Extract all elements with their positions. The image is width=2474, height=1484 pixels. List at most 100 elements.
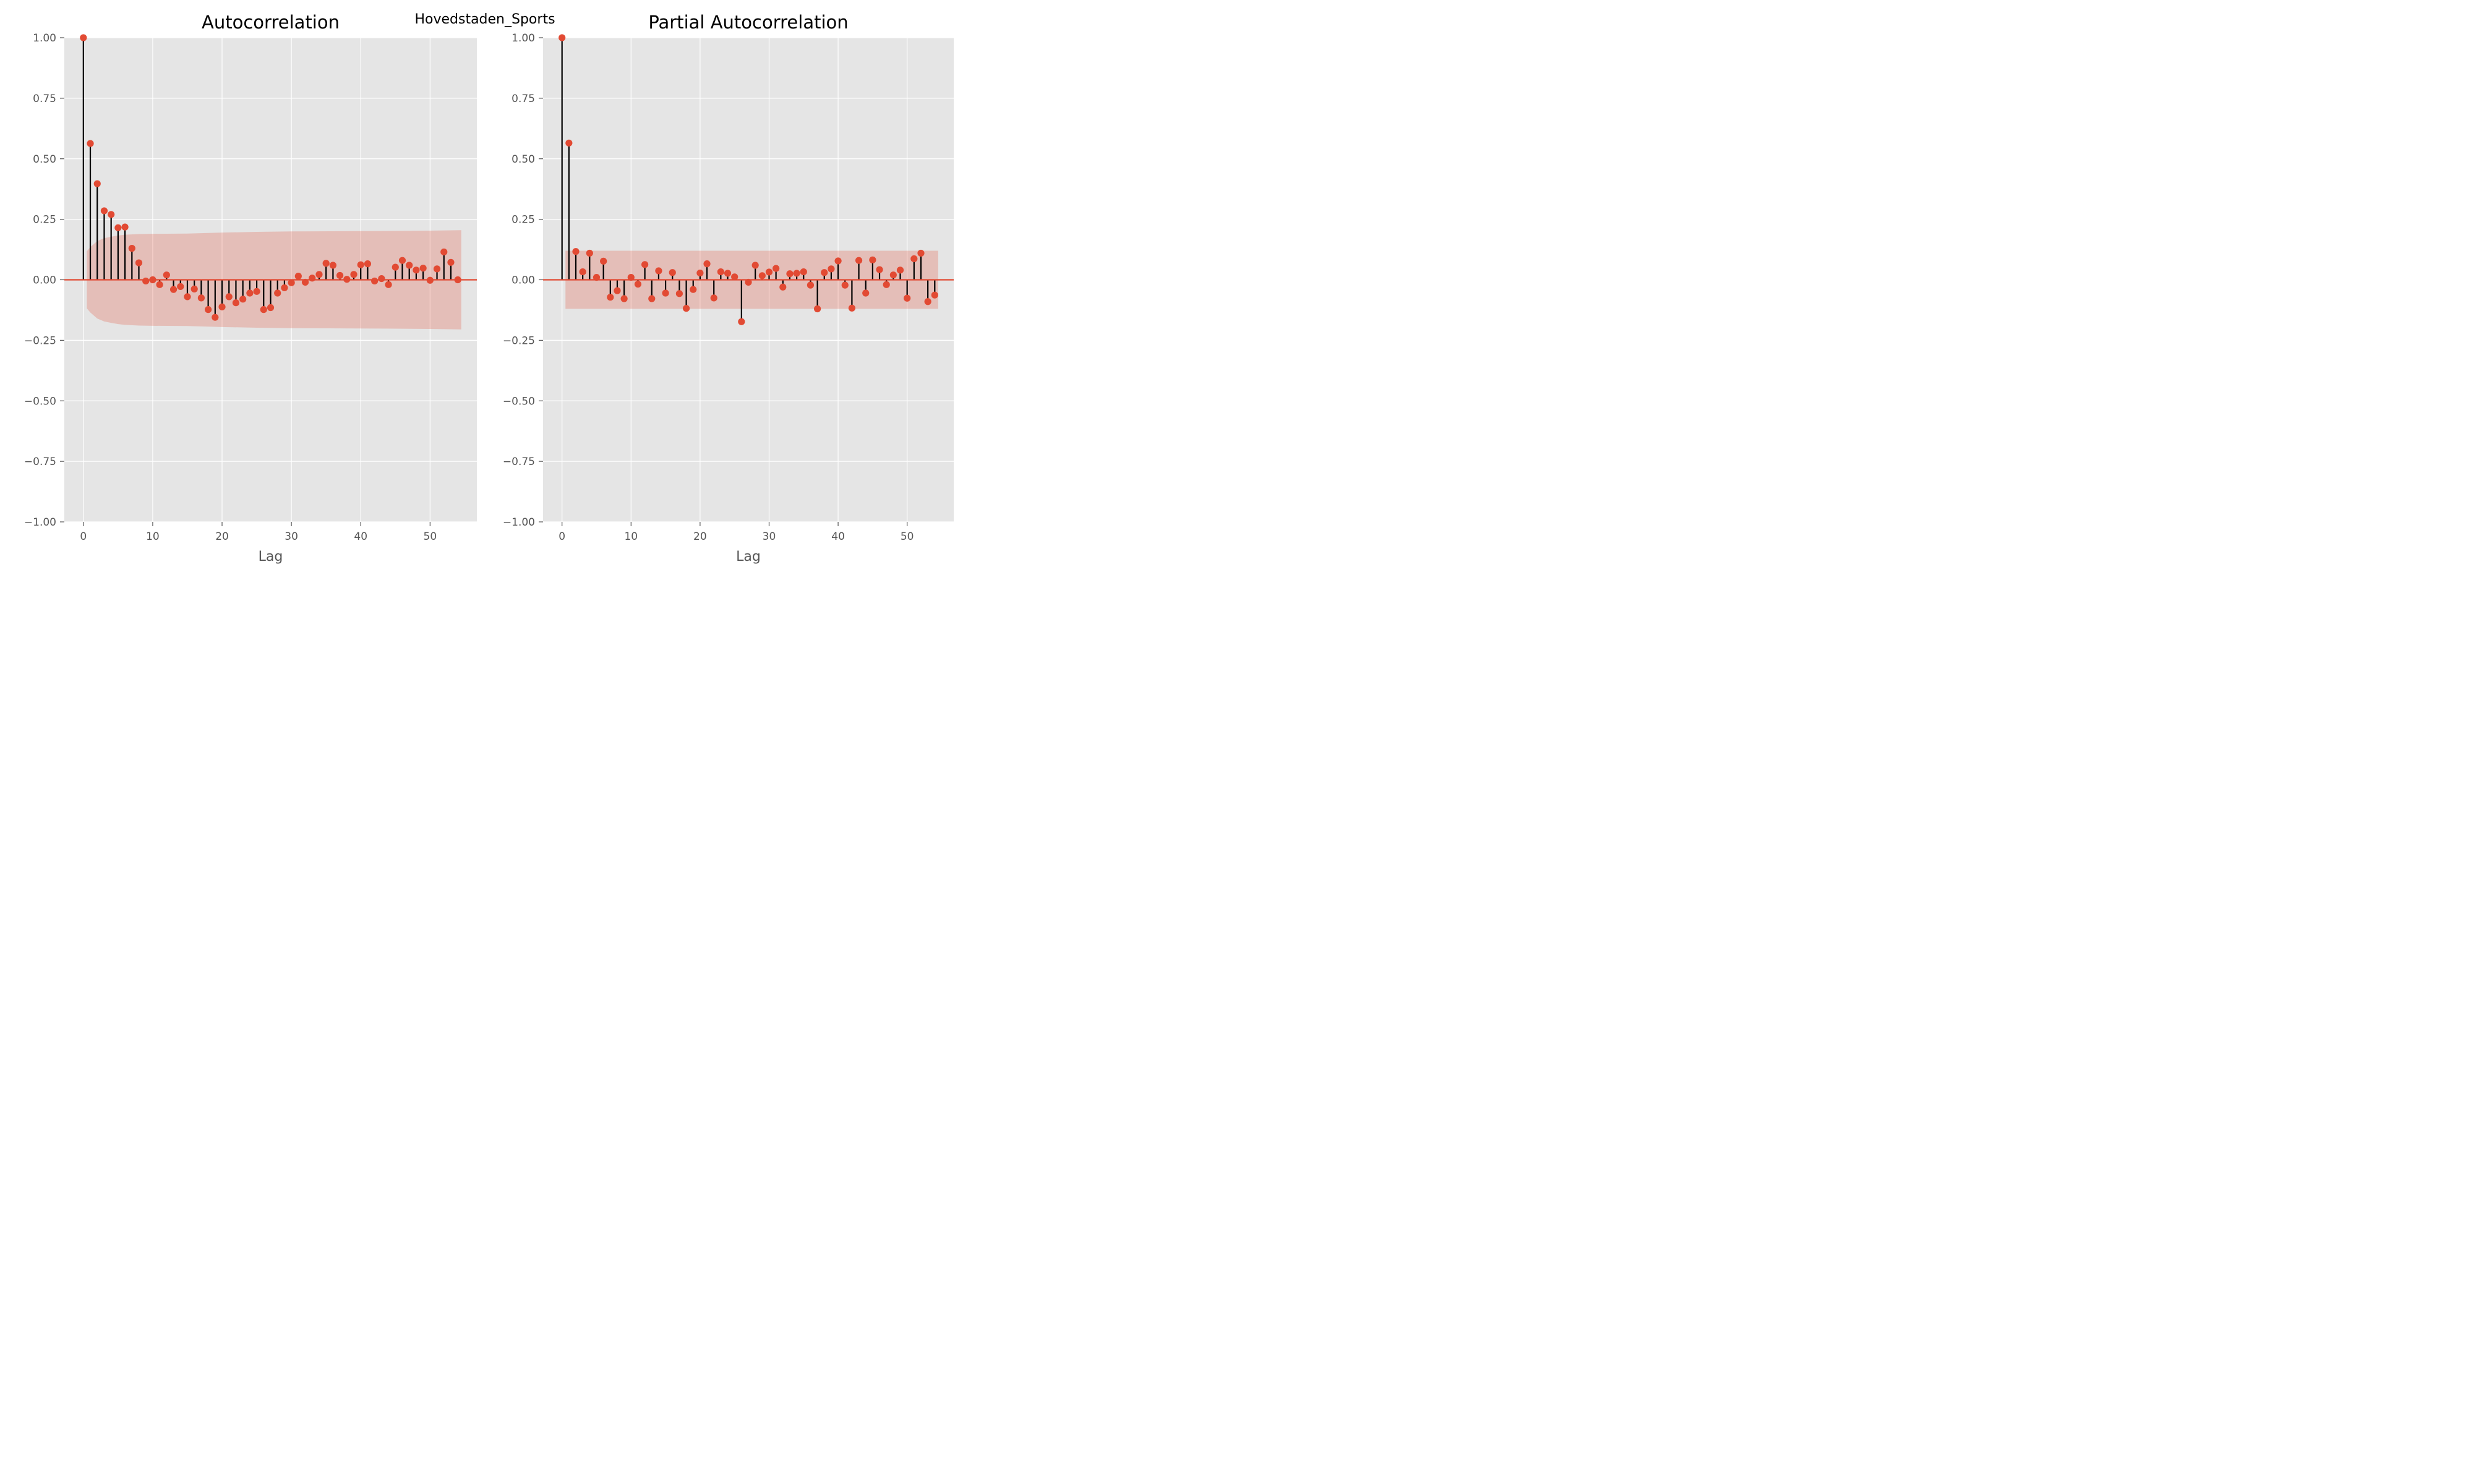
pacf-y-tick-label: 0.50: [511, 153, 535, 166]
acf-point: [87, 140, 94, 147]
pacf-panel: −1.00 −0.75 −0.50 −0.25 0.00 0.25 0.50 0.75 1.00…: [503, 12, 954, 565]
pacf-point: [710, 294, 717, 302]
pacf-point: [655, 267, 662, 275]
acf-point: [364, 260, 372, 268]
pacf-point: [745, 278, 752, 286]
acf-point: [149, 276, 156, 284]
acf-point: [357, 261, 364, 268]
acf-x-tick-label: 40: [354, 531, 367, 543]
pacf-point: [896, 267, 904, 274]
acf-point: [212, 313, 219, 321]
acf-point: [246, 289, 254, 297]
acf-point: [301, 278, 309, 286]
acf-point: [142, 277, 150, 285]
pacf-point: [793, 270, 800, 277]
pacf-y-tick-label: −0.75: [503, 456, 535, 468]
pacf-point: [669, 269, 676, 276]
acf-point: [218, 303, 226, 310]
pacf-point: [910, 255, 918, 263]
acf-point: [190, 285, 198, 292]
acf-point: [371, 277, 379, 285]
pacf-x-axis-label: Lag: [736, 549, 761, 565]
pacf-point: [931, 291, 938, 299]
acf-point: [114, 224, 122, 231]
acf-point: [309, 275, 316, 282]
acf-x-tick-label: 20: [215, 531, 229, 543]
acf-point: [413, 267, 420, 274]
acf-point: [100, 207, 108, 215]
acf-point: [322, 260, 330, 267]
acf-point: [121, 223, 129, 231]
acf-title: Autocorrelation: [202, 12, 340, 33]
pacf-point: [786, 270, 794, 278]
acf-point: [378, 275, 385, 283]
acf-point: [329, 262, 336, 269]
acf-point: [392, 263, 399, 271]
acf-point: [398, 257, 406, 264]
acf-point: [108, 211, 115, 218]
pacf-point: [917, 249, 925, 257]
acf-point: [253, 288, 260, 295]
acf-panel: −1.00 −0.75 −0.50 −0.25 0.00 0.25 0.50 0.75 1.00…: [24, 12, 477, 565]
pacf-y-tick-label: 0.75: [511, 93, 535, 105]
pacf-point: [565, 139, 573, 147]
pacf-point: [690, 286, 697, 293]
pacf-point: [559, 34, 566, 41]
acf-point: [385, 281, 392, 288]
acf-x-tick-label: 50: [424, 531, 437, 543]
acf-point: [128, 245, 135, 252]
pacf-point: [620, 295, 628, 302]
acf-point: [274, 289, 281, 297]
pacf-point: [703, 260, 711, 268]
pacf-x-tick-label: 20: [693, 531, 707, 543]
pacf-point: [751, 262, 759, 269]
pacf-point: [579, 268, 586, 276]
pacf-point: [738, 318, 745, 325]
acf-point: [294, 273, 302, 280]
pacf-x-tick-label: 40: [831, 531, 845, 543]
pacf-point: [862, 289, 870, 297]
acf-point: [184, 293, 191, 301]
pacf-y-tick-label: 1.00: [511, 32, 535, 45]
pacf-point: [614, 287, 621, 294]
pacf-point: [641, 261, 649, 268]
pacf-y-tick-label: −0.25: [503, 335, 535, 347]
acf-y-tick-label: 0.50: [33, 153, 56, 166]
acf-y-tick-label: 0.25: [33, 214, 56, 226]
pacf-y-tick-label: 0.25: [511, 214, 535, 226]
pacf-point: [696, 269, 704, 277]
pacf-point: [675, 290, 683, 297]
pacf-point: [821, 269, 828, 276]
acf-point: [419, 265, 427, 272]
pacf-point: [572, 248, 580, 255]
acf-point: [315, 271, 323, 278]
pacf-point: [773, 265, 780, 272]
acf-point: [156, 281, 163, 288]
acf-point: [433, 265, 441, 273]
pacf-point: [600, 257, 607, 265]
pacf-y-tick-label: 0.00: [511, 275, 535, 287]
acf-point: [260, 306, 267, 313]
acf-point: [343, 276, 351, 283]
pacf-point: [627, 273, 635, 281]
acf-point: [232, 299, 240, 307]
pacf-point: [758, 272, 766, 279]
pacf-point: [634, 280, 642, 288]
pacf-point: [593, 273, 601, 281]
pacf-title: Partial Autocorrelation: [648, 12, 848, 33]
acf-y-tick-label: 0.75: [33, 93, 56, 105]
pacf-y-tick-label: −0.50: [503, 395, 535, 407]
pacf-x-tick-label: 50: [901, 531, 914, 543]
pacf-point: [855, 257, 863, 264]
acf-y-tick-label: 1.00: [33, 32, 56, 45]
acf-point: [239, 296, 247, 303]
acf-point: [447, 258, 455, 266]
acf-point: [267, 304, 275, 312]
pacf-point: [813, 305, 821, 313]
acf-point: [169, 286, 178, 293]
acf-x-tick-label: 0: [80, 531, 87, 543]
acf-point: [288, 279, 295, 286]
acf-point: [426, 276, 434, 284]
pacf-point: [869, 256, 876, 263]
pacf-point: [807, 281, 815, 289]
